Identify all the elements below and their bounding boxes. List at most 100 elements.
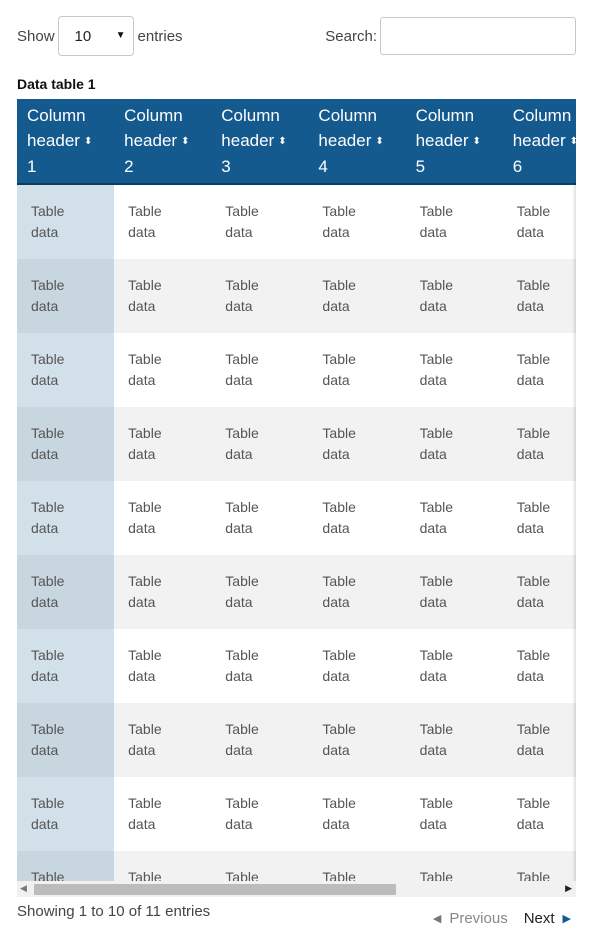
data-table: Column header ⬍ 1 Column header ⬍ 2 Column header… bbox=[17, 99, 576, 881]
search-box: Search: bbox=[325, 16, 576, 56]
column-header-line: 5 bbox=[415, 157, 426, 177]
column-header-line: Column bbox=[415, 106, 475, 125]
sort-icon[interactable]: ⬍ bbox=[83, 136, 93, 148]
column-header-line: header bbox=[415, 131, 469, 150]
table-info: Showing 1 to 10 of 11 entries bbox=[17, 903, 211, 920]
sort-icon[interactable]: ⬍ bbox=[569, 136, 576, 148]
header-row: Column header ⬍ 1 Column header ⬍ 2 Column header… bbox=[17, 99, 576, 186]
column-header-line: 6 bbox=[512, 157, 523, 177]
scroll-right-icon[interactable]: ▶ bbox=[565, 883, 572, 893]
column-header-line: header bbox=[124, 131, 178, 150]
sort-icon[interactable]: ⬍ bbox=[278, 136, 287, 148]
scrollbar-thumb[interactable] bbox=[34, 884, 396, 895]
column-header-5[interactable]: Column header ⬍ 5 bbox=[405, 99, 503, 186]
column-header-line: 1 bbox=[27, 157, 37, 177]
column-header-line: 2 bbox=[124, 157, 134, 177]
length-menu: Show 10 ▼ entries bbox=[17, 16, 183, 56]
show-label: Show bbox=[17, 27, 55, 45]
scroll-left-icon[interactable]: ◀ bbox=[20, 883, 27, 893]
column-header-line: Column bbox=[27, 106, 86, 125]
horizontal-scrollbar[interactable]: ◀ ▶ bbox=[17, 881, 576, 897]
column-header-2[interactable]: Column header ⬍ 2 bbox=[114, 99, 212, 186]
next-button[interactable]: Next ▶ bbox=[524, 910, 571, 927]
table-caption: Data table 1 bbox=[17, 76, 96, 92]
search-input[interactable] bbox=[380, 17, 576, 55]
entries-label: entries bbox=[137, 27, 183, 45]
entries-select-value: 10 bbox=[74, 27, 92, 45]
next-label: Next bbox=[523, 910, 555, 927]
pagination: ◀ Previous Next ▶ bbox=[433, 910, 571, 927]
previous-button[interactable]: ◀ Previous bbox=[433, 910, 508, 927]
table-row: TabledataTabledataTabledataTabledataTabl… bbox=[17, 851, 576, 881]
sort-icon[interactable]: ⬍ bbox=[181, 136, 190, 148]
scroll-shadow bbox=[572, 181, 576, 881]
chevron-left-icon: ◀ bbox=[432, 913, 442, 925]
column-header-line: header bbox=[318, 131, 372, 150]
column-header-line: 4 bbox=[318, 157, 328, 177]
column-header-3[interactable]: Column header ⬍ 3 bbox=[211, 99, 309, 186]
sort-icon[interactable]: ⬍ bbox=[375, 136, 384, 148]
column-header-1[interactable]: Column header ⬍ 1 bbox=[17, 99, 115, 186]
caret-down-icon: ▼ bbox=[115, 30, 126, 41]
data-table-viewport: Column header ⬍ 1 Column header ⬍ 2 Column header… bbox=[17, 99, 576, 881]
table-body: Table data Table data Table data Table data Tabl… bbox=[17, 184, 576, 881]
entries-select[interactable]: 10 ▼ bbox=[57, 16, 134, 56]
column-header-line: Column bbox=[318, 106, 378, 125]
column-header-line: Column bbox=[221, 106, 280, 125]
search-label: Search: bbox=[325, 27, 377, 45]
sort-icon[interactable]: ⬍ bbox=[472, 136, 481, 148]
column-header-4[interactable]: Column header ⬍ 4 bbox=[308, 99, 406, 186]
column-header-6[interactable]: Column header ⬍ 6 bbox=[502, 99, 576, 186]
chevron-right-icon: ▶ bbox=[562, 913, 571, 925]
